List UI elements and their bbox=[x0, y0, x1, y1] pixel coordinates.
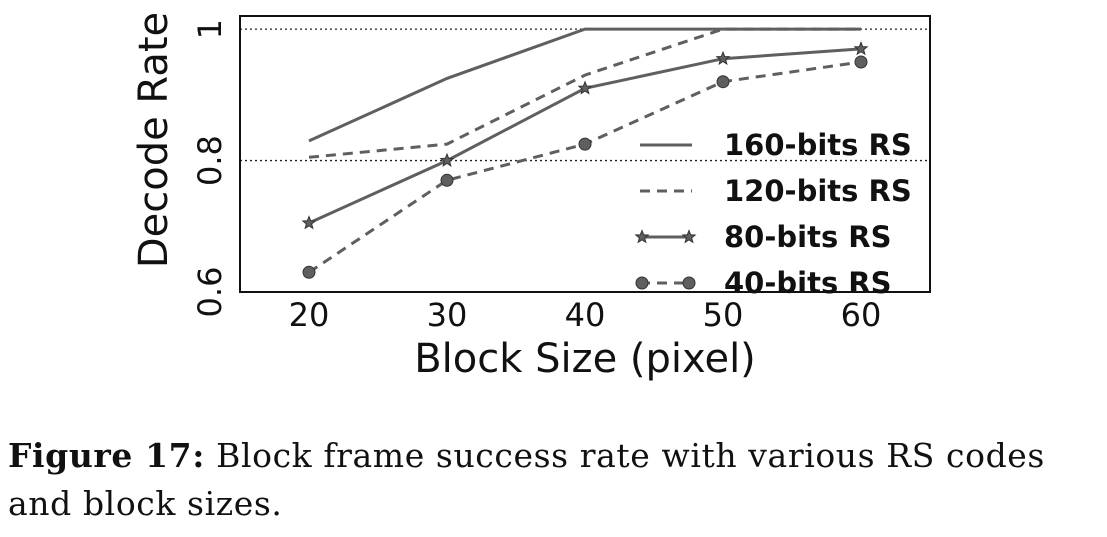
series-120-bits bbox=[308, 27, 861, 159]
series-line bbox=[308, 27, 861, 159]
figure-caption: Figure 17: Block frame success rate with… bbox=[8, 432, 1098, 528]
decode-rate-chart: 20 30 40 50 60 0.6 0.8 1 Block Size (pixel) Dec… bbox=[131, 12, 931, 382]
circle-marker bbox=[635, 276, 649, 290]
y-axis-label: Decode Rate bbox=[131, 12, 177, 268]
x-axis-label: Block Size (pixel) bbox=[414, 336, 756, 382]
star-marker bbox=[715, 50, 731, 66]
circle-marker bbox=[302, 265, 316, 279]
legend-label: 120-bits RS bbox=[724, 174, 912, 208]
x-tick-label: 50 bbox=[703, 296, 744, 334]
caption-text: Block frame success rate with various RS… bbox=[8, 436, 1045, 523]
circle-marker bbox=[854, 55, 868, 69]
y-tick-label: 0.6 bbox=[191, 267, 229, 318]
series-layer bbox=[301, 27, 869, 279]
caption-label: Figure 17: bbox=[8, 436, 206, 475]
legend-label: 40-bits RS bbox=[724, 266, 892, 300]
series-80-bits bbox=[301, 40, 869, 230]
ticks: 20 30 40 50 60 0.6 0.8 1 bbox=[191, 19, 881, 334]
y-tick-label: 0.8 bbox=[191, 135, 229, 186]
legend-item: 40-bits RS bbox=[635, 266, 892, 300]
x-tick-label: 40 bbox=[565, 296, 606, 334]
star-marker bbox=[577, 80, 593, 95]
circle-marker bbox=[578, 137, 592, 151]
circle-marker bbox=[682, 276, 696, 290]
legend-label: 80-bits RS bbox=[724, 220, 892, 254]
legend-label: 160-bits RS bbox=[724, 128, 912, 162]
star-marker bbox=[301, 215, 317, 230]
circle-marker bbox=[716, 75, 730, 89]
legend-item: 160-bits RS bbox=[640, 128, 912, 162]
series-40-bits bbox=[302, 55, 868, 279]
star-marker bbox=[681, 229, 697, 244]
x-tick-label: 20 bbox=[289, 296, 330, 334]
legend-item: 120-bits RS bbox=[640, 174, 912, 208]
star-marker bbox=[439, 152, 455, 167]
plot-frame bbox=[239, 15, 931, 293]
circle-marker bbox=[440, 173, 454, 187]
x-tick-label: 30 bbox=[427, 296, 468, 334]
legend: 160-bits RS 120-bits RS 80-bits RS 40-bits … bbox=[634, 128, 912, 300]
legend-item: 80-bits RS bbox=[634, 220, 892, 254]
x-tick-label: 60 bbox=[841, 296, 882, 334]
star-marker bbox=[634, 229, 650, 244]
star-marker bbox=[853, 40, 869, 56]
y-tick-label: 1 bbox=[191, 19, 229, 39]
